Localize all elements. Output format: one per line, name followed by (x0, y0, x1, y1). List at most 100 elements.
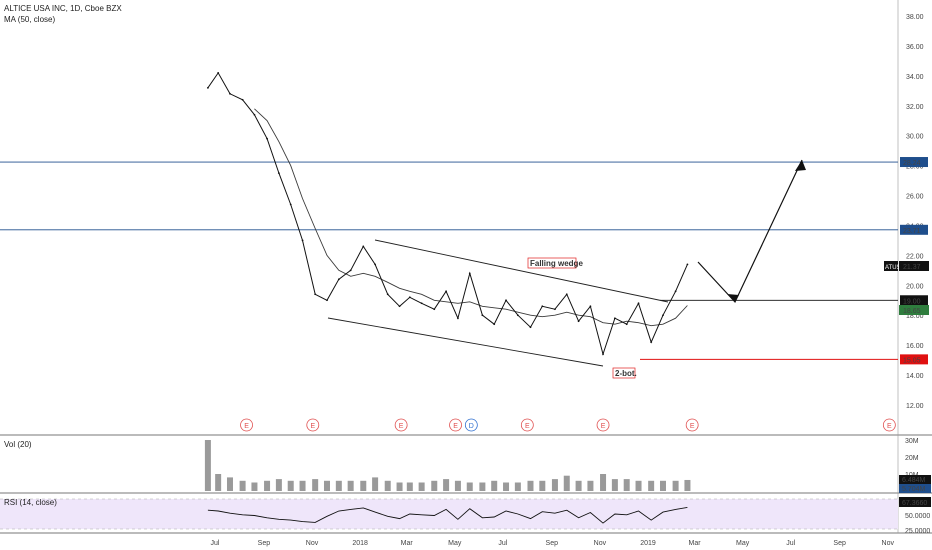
time-tick-label: Nov (882, 540, 895, 547)
price-point (314, 293, 317, 296)
volume-bar (648, 480, 655, 491)
volume-bar (623, 479, 630, 491)
price-point (445, 290, 447, 293)
level-badge (900, 157, 928, 168)
ma-value-badge (899, 305, 929, 315)
price-point (650, 341, 653, 344)
price-point (386, 293, 389, 296)
price-point (349, 269, 352, 272)
price-point (554, 308, 556, 311)
volume-bar (372, 477, 379, 491)
volume-bar (239, 480, 246, 491)
volume-bar (204, 440, 211, 491)
price-point (229, 92, 231, 95)
price-tick-label: 18.00 (906, 313, 924, 320)
price-point (301, 239, 304, 242)
ma-value-text: 18.65 (903, 308, 921, 315)
level-badge (900, 224, 928, 235)
price-tick-label: 26.00 (906, 194, 924, 201)
price-point (481, 314, 484, 317)
price-point (577, 320, 580, 323)
price-point (505, 299, 507, 302)
double-bottom-box (612, 367, 636, 379)
symbol-badge (884, 261, 898, 271)
price-tick-label: 12.00 (906, 403, 924, 410)
earnings-event-label: E (690, 423, 695, 430)
price-point (253, 113, 256, 116)
double-bottom-label: 2-bot. (615, 369, 637, 378)
level-badge (900, 354, 928, 365)
volume-value-text: 6.484M (902, 477, 926, 484)
level-badge-text: 23.71 (903, 228, 921, 235)
volume-bar (215, 474, 222, 491)
rsi-value-badge (899, 497, 931, 507)
rsi-tick-25: 25.0000 (905, 528, 930, 535)
earnings-event-label: E (244, 423, 249, 430)
price-point (277, 172, 280, 174)
volume-bar (672, 480, 679, 491)
volume-bar (431, 480, 438, 491)
volume-bar (563, 475, 570, 491)
volume-bar (635, 480, 642, 491)
volume-bar (514, 482, 521, 491)
volume-bar (251, 482, 258, 491)
time-tick-label: Sep (833, 540, 846, 547)
price-point (589, 305, 592, 308)
price-point (374, 263, 377, 266)
earnings-event-label: E (601, 423, 606, 430)
price-point (662, 314, 664, 317)
volume-bar (287, 480, 294, 491)
volume-bar (491, 480, 498, 491)
time-tick-label: May (448, 540, 462, 547)
earnings-event-icon (882, 418, 896, 432)
volume-bar (312, 479, 319, 491)
rsi-line (207, 506, 688, 524)
volume-ma-badge (899, 484, 931, 493)
price-points (207, 71, 689, 356)
time-tick-label: 2019 (640, 540, 656, 547)
price-tick-label: 20.00 (906, 283, 924, 290)
price-point (516, 314, 519, 317)
rsi-band (0, 499, 898, 529)
earnings-event-label: E (453, 423, 458, 430)
volume-bar (587, 480, 594, 491)
events-row: E E E E E E E ED (240, 418, 896, 432)
earnings-event-icon (449, 418, 462, 432)
last-price-text: 21.37 (903, 264, 921, 271)
wedge-upper-trendline[interactable] (374, 239, 669, 303)
price-point (362, 245, 365, 248)
earnings-event-label: E (399, 423, 404, 430)
price-tick-label: 38.00 (906, 14, 924, 21)
level-badge-text: 19.00 (903, 298, 921, 305)
dividend-event-icon (464, 418, 478, 432)
price-point (420, 302, 423, 305)
volume-bar (454, 480, 461, 491)
earnings-event-label: E (525, 423, 530, 430)
volume-bar (406, 482, 413, 491)
price-tick-label: 34.00 (906, 74, 924, 81)
price-point (337, 278, 340, 281)
time-tick-label: 2018 (352, 540, 368, 547)
earnings-event-icon (306, 418, 320, 432)
price-point (674, 290, 677, 293)
volume-bar (418, 482, 425, 491)
volume-bar (527, 480, 534, 491)
level-badge-text: 15.05 (903, 357, 921, 364)
volume-bar (264, 480, 271, 491)
wedge-lower-trendline[interactable] (327, 317, 604, 367)
price-tick-label: 16.00 (906, 343, 924, 350)
price-tick-label: 30.00 (906, 134, 924, 141)
rsi-tick-50: 50.0000 (905, 513, 930, 520)
rsi-value-text: 67.3660 (902, 500, 927, 507)
volume-tick-20m: 20M (905, 455, 919, 462)
volume-bar (684, 479, 691, 491)
price-tick-label: 14.00 (906, 373, 924, 380)
earnings-event-label: E (310, 423, 315, 430)
volume-tick-30m: 30M (905, 438, 919, 445)
volume-ma-text: 5.704M (902, 486, 926, 493)
chart-title: ALTICE USA INC, 1D, Cboe BZX (4, 4, 122, 13)
volume-bar (396, 482, 403, 491)
price-point (457, 317, 459, 320)
volume-bar (539, 480, 546, 491)
